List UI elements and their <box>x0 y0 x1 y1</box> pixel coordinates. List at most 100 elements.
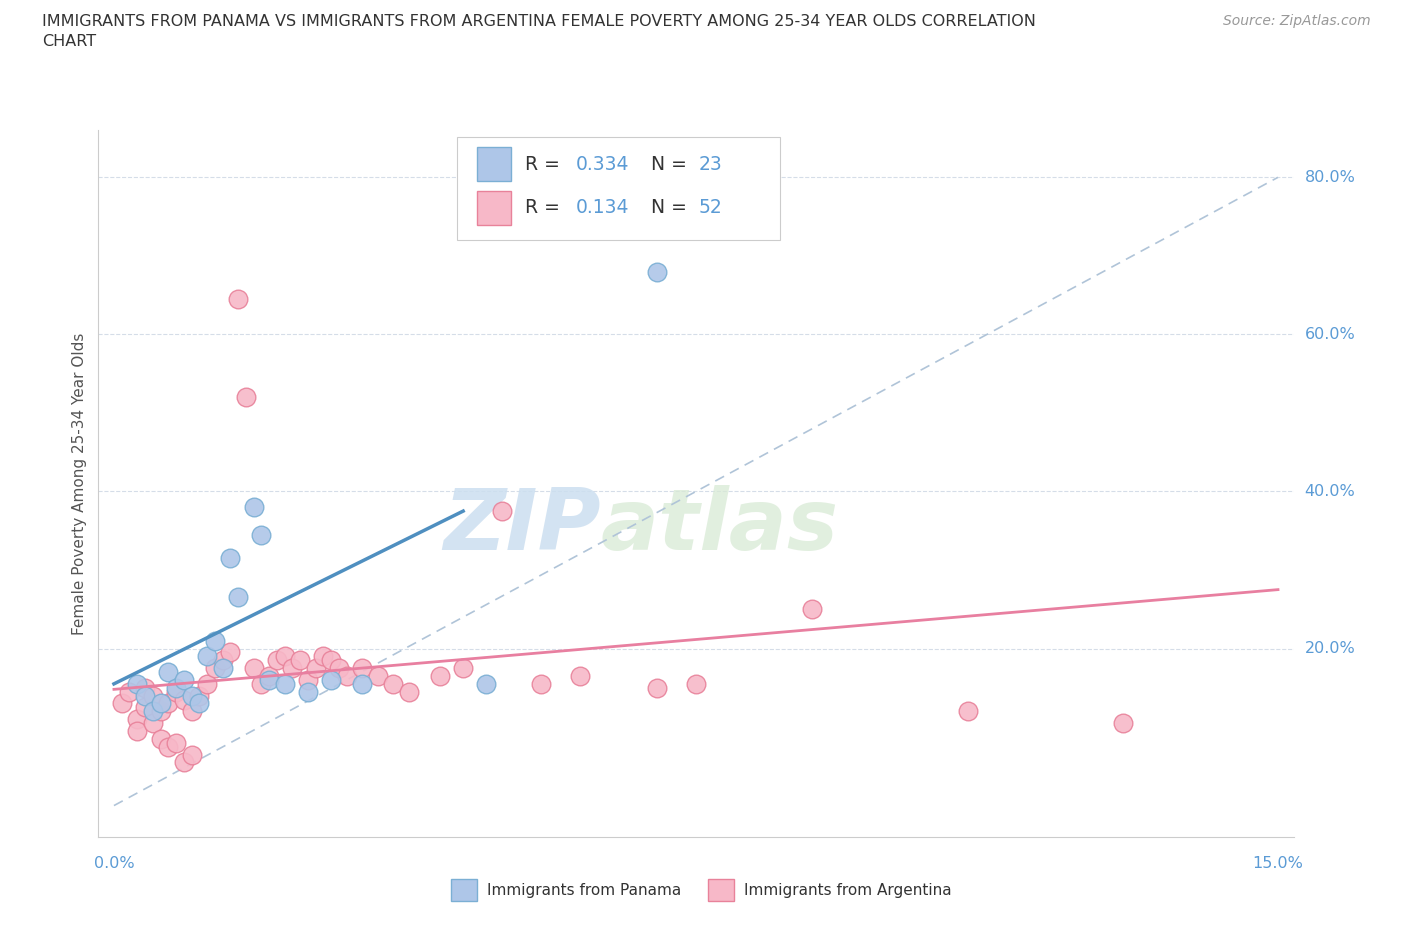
Point <box>530 676 553 691</box>
Point <box>173 755 195 770</box>
Point <box>165 684 187 699</box>
Point <box>645 681 668 696</box>
Text: 15.0%: 15.0% <box>1253 856 1303 870</box>
Point <box>226 590 249 604</box>
Text: 80.0%: 80.0% <box>1305 170 1355 185</box>
Point <box>685 676 707 691</box>
Point <box>1112 716 1135 731</box>
Point <box>195 676 218 691</box>
Point <box>250 676 273 691</box>
Point <box>204 660 226 675</box>
Point <box>312 649 335 664</box>
Point <box>118 684 141 699</box>
Point <box>273 649 295 664</box>
Point <box>111 696 134 711</box>
FancyBboxPatch shape <box>457 138 779 240</box>
Point <box>127 676 149 691</box>
Text: 23: 23 <box>699 154 723 174</box>
FancyBboxPatch shape <box>451 879 477 901</box>
Point <box>956 704 979 719</box>
Point <box>290 653 312 668</box>
Point <box>219 645 242 660</box>
Point <box>142 716 165 731</box>
Text: Immigrants from Argentina: Immigrants from Argentina <box>744 883 952 897</box>
Point <box>219 551 242 565</box>
Point <box>149 696 172 711</box>
Point <box>226 292 249 307</box>
Point <box>475 676 498 691</box>
Point <box>134 681 156 696</box>
Point <box>568 669 591 684</box>
Point <box>297 684 319 699</box>
Point <box>211 653 233 668</box>
Point <box>398 684 420 699</box>
Point <box>321 653 343 668</box>
Point <box>801 602 824 617</box>
Point <box>211 660 233 675</box>
Point <box>242 660 264 675</box>
Point <box>321 672 343 687</box>
FancyBboxPatch shape <box>709 879 734 901</box>
Point <box>180 688 202 703</box>
Point <box>257 669 280 684</box>
Point <box>281 660 304 675</box>
Point <box>491 504 513 519</box>
Text: ZIP: ZIP <box>443 485 600 567</box>
Point <box>336 669 359 684</box>
Point <box>195 649 218 664</box>
Point <box>297 672 319 687</box>
Point <box>134 700 156 715</box>
Text: R =: R = <box>524 198 567 218</box>
Point <box>204 633 226 648</box>
Text: Immigrants from Panama: Immigrants from Panama <box>486 883 681 897</box>
Point <box>127 711 149 726</box>
Point <box>352 676 374 691</box>
Point <box>429 669 451 684</box>
Point <box>235 390 257 405</box>
Point <box>305 660 328 675</box>
Point <box>134 688 156 703</box>
Text: IMMIGRANTS FROM PANAMA VS IMMIGRANTS FROM ARGENTINA FEMALE POVERTY AMONG 25-34 Y: IMMIGRANTS FROM PANAMA VS IMMIGRANTS FRO… <box>42 14 1036 29</box>
Point <box>180 747 202 762</box>
Text: 0.0%: 0.0% <box>94 856 134 870</box>
Text: R =: R = <box>524 154 567 174</box>
Point <box>173 692 195 707</box>
Point <box>127 724 149 738</box>
Point <box>142 688 165 703</box>
Point <box>242 499 264 514</box>
Text: 52: 52 <box>699 198 723 218</box>
Point <box>188 696 211 711</box>
Point <box>352 660 374 675</box>
Y-axis label: Female Poverty Among 25-34 Year Olds: Female Poverty Among 25-34 Year Olds <box>72 332 87 635</box>
Text: 60.0%: 60.0% <box>1305 326 1355 342</box>
Point <box>157 696 180 711</box>
Point <box>165 736 187 751</box>
Point <box>157 739 180 754</box>
Text: Source: ZipAtlas.com: Source: ZipAtlas.com <box>1223 14 1371 28</box>
Point <box>142 704 165 719</box>
Text: 0.134: 0.134 <box>575 198 628 218</box>
FancyBboxPatch shape <box>477 191 510 225</box>
Point <box>165 681 187 696</box>
Point <box>188 688 211 703</box>
Point <box>157 665 180 680</box>
Point <box>328 660 350 675</box>
Point <box>645 264 668 279</box>
Text: atlas: atlas <box>600 485 838 567</box>
Text: 0.334: 0.334 <box>575 154 628 174</box>
Point <box>173 672 195 687</box>
Text: CHART: CHART <box>42 34 96 49</box>
Point <box>266 653 288 668</box>
Point <box>382 676 405 691</box>
Point <box>451 660 474 675</box>
Text: 20.0%: 20.0% <box>1305 641 1355 656</box>
Text: 40.0%: 40.0% <box>1305 484 1355 499</box>
Point <box>250 527 273 542</box>
FancyBboxPatch shape <box>477 147 510 181</box>
Point <box>180 704 202 719</box>
Point <box>149 731 172 746</box>
Text: N =: N = <box>651 154 692 174</box>
Point <box>273 676 295 691</box>
Point <box>257 672 280 687</box>
Point <box>367 669 389 684</box>
